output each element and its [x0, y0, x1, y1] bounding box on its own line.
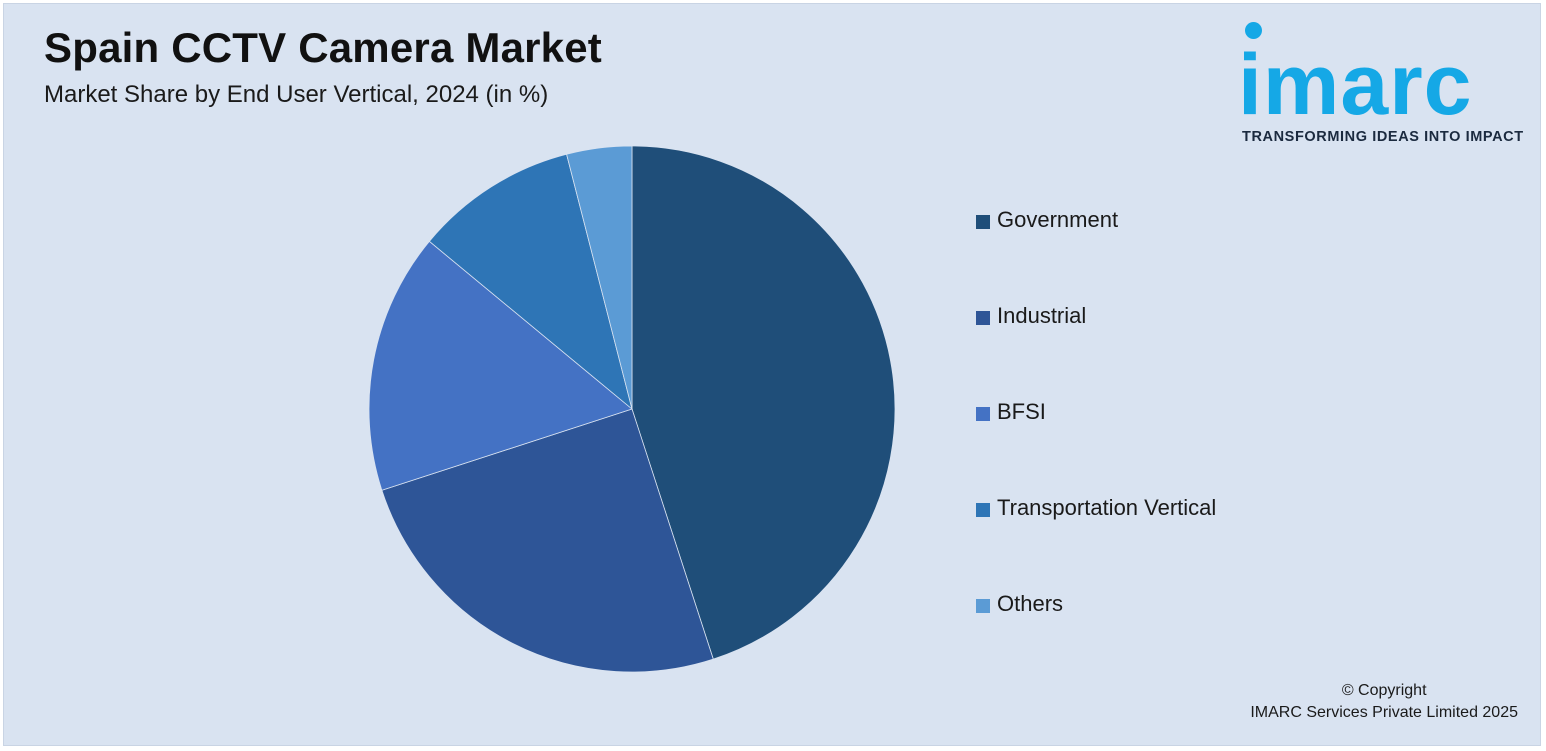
pie-slice-government [631, 145, 896, 660]
chart-subtitle: Market Share by End User Vertical, 2024 … [44, 81, 549, 108]
legend-label: BFSI [997, 399, 1046, 424]
logo-tagline: TRANSFORMING IDEAS INTO IMPACT [1242, 129, 1524, 145]
copyright-notice: © Copyright IMARC Services Private Limit… [1250, 680, 1518, 724]
legend-label: Industrial [997, 303, 1087, 328]
legend-swatch [976, 503, 990, 517]
pie-slice-others [566, 145, 633, 410]
legend-swatch [976, 215, 990, 229]
legend-label: Government [997, 207, 1119, 232]
copyright-line-2: IMARC Services Private Limited 2025 [1250, 704, 1518, 721]
chart-frame: Spain CCTV Camera Market Market Share by… [3, 3, 1541, 746]
chart-title: Spain CCTV Camera Market [44, 24, 602, 71]
legend-swatch [976, 311, 990, 325]
legend-swatch [976, 599, 990, 613]
pie-slice-bfsi [368, 240, 633, 491]
pie-chart [368, 145, 896, 673]
copyright-line-1: © Copyright [1341, 682, 1427, 699]
imarc-logo: imarc TRANSFORMING IDEAS INTO IMPACT [1230, 18, 1540, 153]
legend-label: Transportation Vertical [997, 495, 1217, 520]
logo-dot-icon [1245, 22, 1262, 39]
logo-wordmark: imarc [1238, 37, 1473, 133]
pie-slice-industrial [381, 408, 714, 673]
legend-label: Others [997, 591, 1064, 616]
legend-swatch [976, 407, 990, 421]
pie-slice-transportation-vertical [428, 153, 633, 411]
